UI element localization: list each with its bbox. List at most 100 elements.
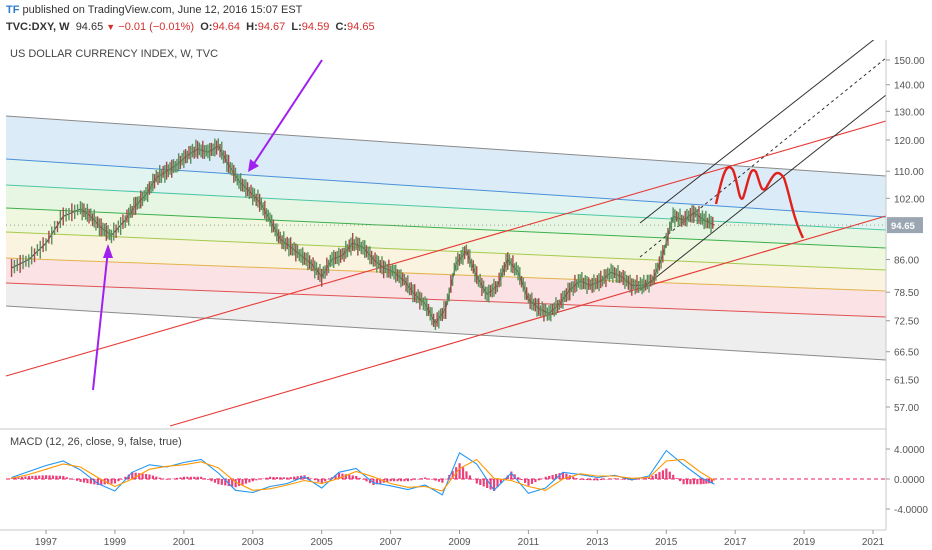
macd-histogram-bar bbox=[224, 479, 227, 486]
macd-histogram-bar bbox=[165, 479, 168, 480]
macd-histogram-bar bbox=[358, 477, 361, 479]
macd-histogram-bar bbox=[651, 475, 654, 479]
macd-histogram-bar bbox=[705, 479, 708, 484]
macd-histogram-bar bbox=[45, 475, 48, 479]
macd-histogram-bar bbox=[134, 472, 137, 479]
macd-histogram-bar bbox=[537, 479, 540, 481]
macd-histogram-bar bbox=[551, 474, 554, 479]
macd-histogram-bar bbox=[299, 475, 303, 479]
macd-histogram-bar bbox=[48, 475, 51, 479]
macd-histogram-bar bbox=[217, 479, 220, 485]
fib-channel bbox=[5, 115, 887, 361]
macd-histogram-bar bbox=[579, 479, 582, 480]
arrow-up-icon bbox=[92, 244, 113, 391]
macd-histogram-bar bbox=[610, 478, 613, 480]
macd-histogram-bar bbox=[351, 475, 354, 479]
macd-histogram-bar bbox=[492, 479, 496, 491]
price-tick-label: 57.00 bbox=[894, 403, 919, 414]
chart-canvas[interactable]: US DOLLAR CURRENCY INDEX, W, TVC MACD (1… bbox=[0, 40, 932, 550]
macd-histogram-bar bbox=[368, 479, 372, 484]
time-tick-label: 1997 bbox=[35, 537, 58, 548]
time-axis[interactable]: 1997 1999 2001 2003 2005 2007 2009 2011 2013 2015… bbox=[35, 530, 885, 548]
macd-histogram-bar bbox=[172, 478, 175, 480]
fib-band-blue bbox=[6, 116, 886, 217]
macd-histogram-bar bbox=[200, 476, 203, 479]
macd-histogram-bar bbox=[262, 478, 265, 480]
macd-histogram-bar bbox=[596, 479, 599, 481]
close-label: C: bbox=[335, 21, 348, 33]
macd-histogram-bar bbox=[399, 479, 403, 482]
macd-histogram-bar bbox=[72, 479, 75, 480]
macd-histogram-bar bbox=[499, 479, 503, 484]
macd-histogram-bar bbox=[475, 479, 478, 484]
last-price: 94.65 bbox=[75, 21, 104, 33]
time-tick-label: 2003 bbox=[242, 537, 265, 548]
fib-line-6 bbox=[5, 282, 887, 318]
macd-histogram-bar bbox=[344, 474, 347, 479]
fib-line-2 bbox=[5, 184, 887, 231]
macd-histogram-bar bbox=[644, 478, 647, 479]
macd-histogram-bar bbox=[668, 471, 671, 479]
time-tick-label: 2019 bbox=[793, 537, 816, 548]
macd-histogram-bar bbox=[131, 472, 134, 479]
macd-histogram-bar bbox=[444, 478, 447, 480]
macd-histogram-bar bbox=[258, 479, 261, 480]
macd-histogram-bar bbox=[534, 479, 537, 483]
macd-histogram-bar bbox=[702, 479, 705, 484]
macd-axis[interactable]: 4.0000 0.0000 -4.0000 bbox=[886, 445, 928, 516]
macd-histogram-bar bbox=[641, 478, 644, 480]
forecast-path bbox=[714, 166, 805, 239]
macd-histogram-bar bbox=[189, 476, 192, 479]
time-tick-label: 2021 bbox=[862, 537, 885, 548]
macd-histogram-bar bbox=[582, 479, 585, 480]
macd-histogram-bar bbox=[606, 479, 609, 480]
macd-histogram-bar bbox=[627, 479, 630, 481]
time-tick-label: 2001 bbox=[173, 537, 196, 548]
fib-band-green bbox=[6, 185, 886, 248]
price-tick-label: 120.00 bbox=[894, 136, 925, 147]
macd-histogram-bar bbox=[327, 479, 330, 480]
macd-histogram-bar bbox=[193, 476, 196, 479]
macd-histogram-bar bbox=[38, 475, 41, 479]
macd-histogram-bar bbox=[117, 479, 120, 482]
macd-histogram-bar bbox=[334, 475, 337, 479]
macd-histogram-bar bbox=[13, 477, 17, 479]
macd-histogram-bar bbox=[317, 479, 320, 482]
channel-mid-dotted bbox=[639, 57, 887, 258]
macd-histogram-bar bbox=[472, 479, 475, 480]
macd-histogram-bar bbox=[96, 479, 99, 485]
macd-histogram-bar bbox=[51, 475, 55, 479]
macd-histogram-bar bbox=[592, 479, 596, 481]
price-tick-label: 72.50 bbox=[894, 317, 919, 328]
macd-histogram-bar bbox=[162, 478, 165, 480]
fib-line-bottom bbox=[5, 305, 887, 361]
macd-histogram-bar bbox=[661, 470, 665, 479]
macd-histogram-bar bbox=[206, 479, 210, 480]
macd-histogram-bar bbox=[175, 477, 179, 479]
macd-histogram-bar bbox=[696, 479, 699, 485]
macd-histogram-bar bbox=[520, 479, 523, 481]
price-tick-label: 86.00 bbox=[894, 255, 919, 266]
macd-histogram-bar bbox=[510, 471, 513, 479]
price-change: −0.01 (−0.01%) bbox=[118, 21, 195, 33]
macd-histogram-bar bbox=[496, 479, 499, 488]
macd-histogram-bar bbox=[451, 471, 454, 479]
macd-histogram-bar bbox=[148, 474, 151, 479]
macd-histogram-bar bbox=[465, 471, 468, 479]
macd-histogram-bar bbox=[658, 472, 661, 479]
macd-histogram-bar bbox=[220, 479, 223, 485]
price-series bbox=[10, 138, 715, 331]
macd-histogram-bar bbox=[672, 474, 675, 479]
arrow-down-icon bbox=[248, 59, 323, 172]
price-tick-label: 150.00 bbox=[894, 56, 925, 67]
macd-histogram-bar bbox=[396, 479, 399, 482]
macd-histogram-bar bbox=[89, 479, 92, 484]
fib-band-grey bbox=[6, 283, 886, 360]
macd-histogram-bar bbox=[203, 478, 206, 479]
macd-series bbox=[10, 449, 715, 496]
macd-histogram-bar bbox=[107, 479, 110, 485]
fib-band-lightgreen bbox=[6, 208, 886, 270]
fib-band-lightblue bbox=[6, 159, 886, 230]
macd-histogram-bar bbox=[20, 476, 24, 479]
price-axis[interactable]: 150.00 140.00 130.00 120.00 110.00 102.00 94.6… bbox=[6, 56, 925, 414]
